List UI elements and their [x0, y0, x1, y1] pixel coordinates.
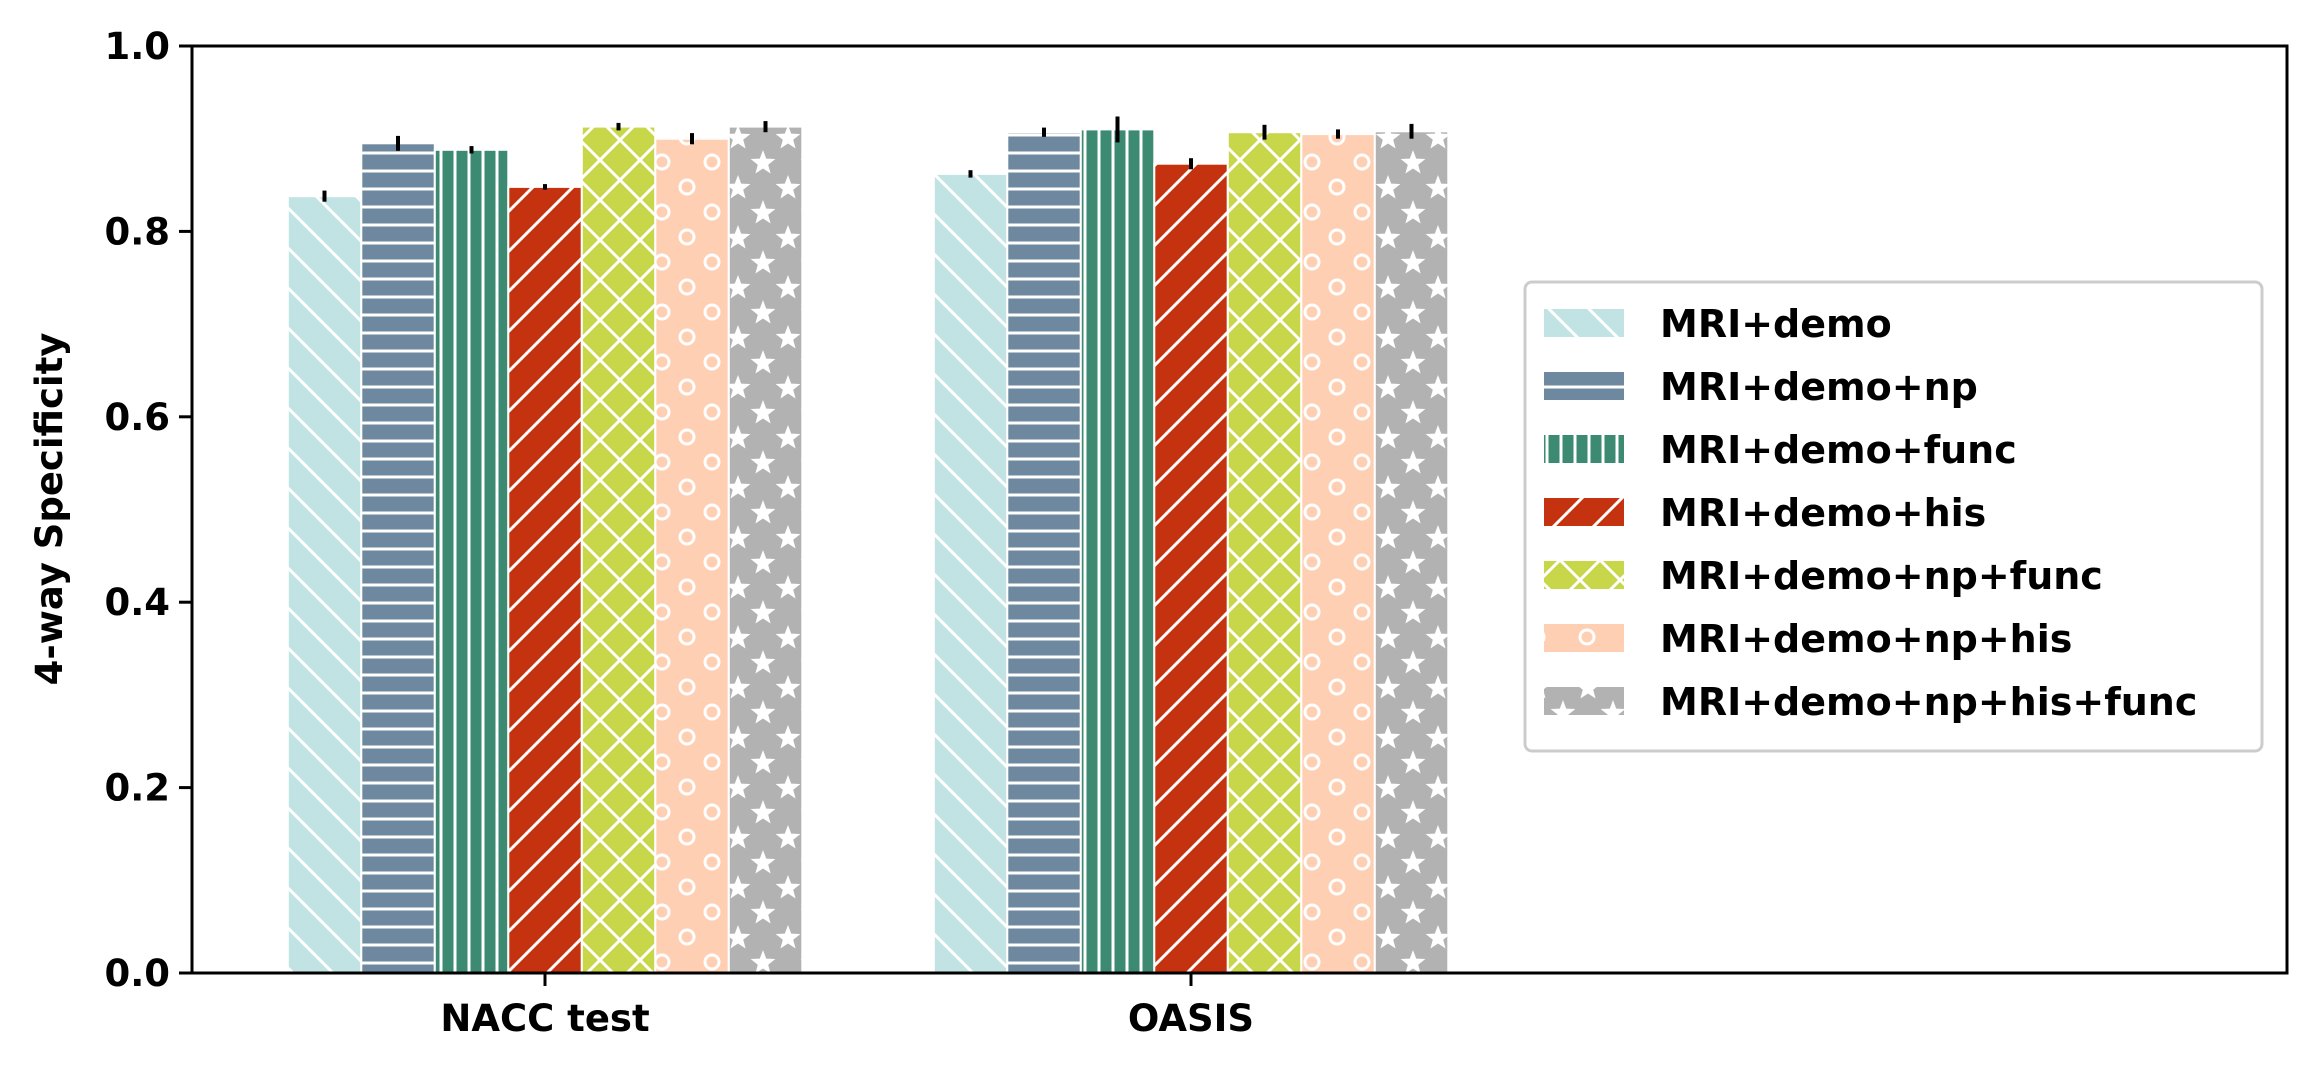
legend: MRI+demo MRI+demo+np MRI+demo+func MRI+demo… — [1523, 280, 2264, 753]
bar-mri-demo-nacc-test — [286, 195, 363, 974]
legend-label-mri-demo-np-his-func: MRI+demo+np+his+func — [1660, 680, 2197, 724]
plot-frame — [190, 44, 2289, 975]
bar-mri-demo-func-nacc-test — [433, 148, 510, 975]
bars-layer — [286, 125, 1450, 975]
bar-mri-demo-his-nacc-test — [507, 185, 583, 974]
y-tick-label: 0.0 — [104, 952, 170, 995]
legend-swatch-mri-demo-np-func — [1544, 561, 1624, 589]
bar-mri-demo-his-oasis — [1153, 162, 1229, 974]
legend-swatch-mri-demo-np — [1544, 372, 1624, 400]
bar-mri-demo-np-nacc-test — [360, 142, 436, 975]
y-tick-label: 0.6 — [104, 396, 170, 439]
legend-box — [1523, 280, 2264, 753]
x-tick-label-nacc-test: NACC test — [440, 997, 649, 1040]
bar-mri-demo-oasis — [932, 172, 1009, 974]
legend-label-mri-demo: MRI+demo — [1660, 302, 1892, 346]
bar-mri-demo-np-his-func-nacc-test — [727, 125, 804, 975]
error-bars-layer — [322, 116, 1414, 202]
bar-mri-demo-np-func-oasis — [1226, 131, 1303, 974]
legend-label-mri-demo-his: MRI+demo+his — [1660, 491, 1986, 535]
y-tick-label: 0.2 — [104, 767, 170, 810]
legend-swatch-mri-demo-his — [1544, 498, 1624, 526]
bar-mri-demo-np-his-nacc-test — [654, 137, 730, 974]
legend-swatch-mri-demo-func — [1544, 435, 1624, 463]
legend-swatch-mri-demo-np-his — [1544, 624, 1624, 652]
bar-mri-demo-func-oasis — [1079, 128, 1156, 974]
bar-mri-demo-np-his-func-oasis — [1373, 130, 1450, 975]
legend-label-mri-demo-np: MRI+demo+np — [1660, 365, 1978, 409]
legend-label-mri-demo-func: MRI+demo+func — [1660, 428, 2017, 472]
x-axis: NACC test OASIS — [440, 973, 1254, 1040]
y-tick-label: 0.8 — [104, 210, 170, 253]
bar-mri-demo-np-oasis — [1006, 131, 1082, 974]
legend-swatch-mri-demo — [1544, 309, 1624, 337]
bar-mri-demo-np-his-oasis — [1300, 133, 1376, 975]
y-tick-label: 0.4 — [104, 581, 170, 624]
y-axis-title: 4-way Specificity — [28, 333, 71, 686]
y-tick-label: 1.0 — [104, 25, 170, 68]
bar-mri-demo-np-func-nacc-test — [580, 125, 657, 975]
legend-label-mri-demo-np-his: MRI+demo+np+his — [1660, 617, 2072, 661]
legend-label-mri-demo-np-func: MRI+demo+np+func — [1660, 554, 2103, 598]
legend-swatch-mri-demo-np-his-func — [1544, 687, 1624, 715]
y-axis: 0.0 0.2 0.4 0.6 0.8 1.0 — [104, 25, 192, 995]
x-tick-label-oasis: OASIS — [1128, 997, 1254, 1040]
